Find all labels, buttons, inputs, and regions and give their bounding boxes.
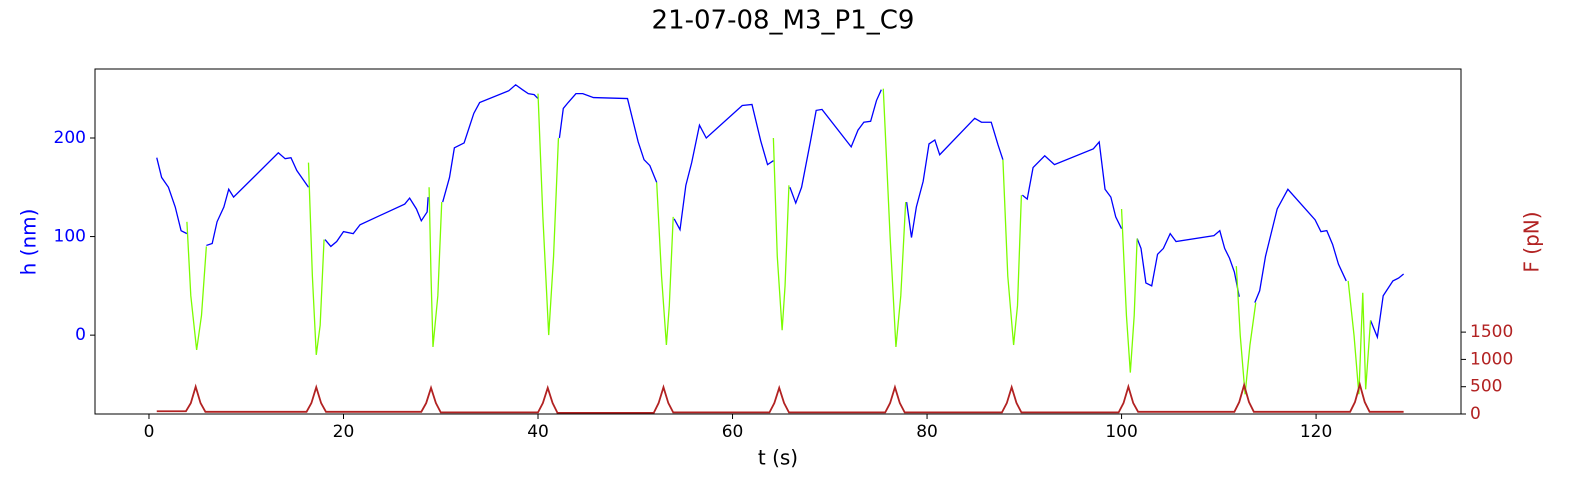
x-tick-label: 120 [1300,422,1332,442]
y2-tick-label: 500 [1470,377,1502,397]
y2-tick-label: 0 [1470,404,1481,424]
x-tick-label: 20 [333,422,355,442]
chart-title: 21-07-08_M3_P1_C9 [652,6,915,36]
y-tick-label: 0 [75,325,86,345]
data-line [186,88,1372,395]
plot-frame [94,68,1462,415]
x-tick-label: 60 [722,422,744,442]
x-tick-label: 80 [916,422,938,442]
x-tick-label: 100 [1105,422,1137,442]
x-tick-label: 0 [144,422,155,442]
y2-axis-label: F (pN) [1520,211,1544,272]
x-tick-label: 40 [527,422,549,442]
y-axis-label: h (nm) [17,209,41,276]
y2-tick-label: 1500 [1470,322,1513,342]
y-tick-label: 200 [54,128,86,148]
y-tick-label: 100 [54,227,86,247]
y2-tick-label: 1000 [1470,349,1513,369]
data-line [156,381,1404,414]
x-axis-label: t (s) [758,446,798,470]
data-line [156,83,1405,340]
